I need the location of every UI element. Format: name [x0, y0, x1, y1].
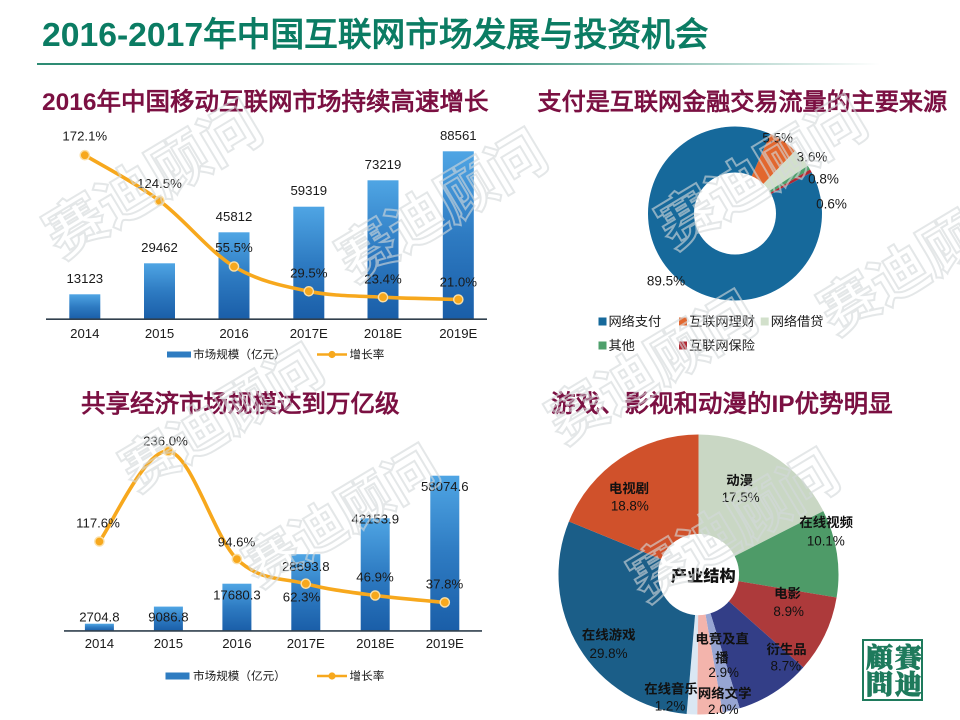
- svg-text:电视剧: 电视剧: [609, 481, 649, 496]
- svg-text:在线音乐: 在线音乐: [644, 682, 698, 697]
- svg-text:124.5%: 124.5%: [137, 176, 182, 191]
- svg-text:在线游戏: 在线游戏: [582, 627, 636, 642]
- svg-text:在线视频: 在线视频: [799, 515, 853, 530]
- svg-text:58074.6: 58074.6: [421, 479, 469, 494]
- svg-text:23.4%: 23.4%: [364, 272, 402, 287]
- svg-text:29.8%: 29.8%: [590, 646, 628, 661]
- svg-text:29462: 29462: [141, 240, 178, 255]
- svg-text:2016年中国移动互联网市场持续高速增长: 2016年中国移动互联网市场持续高速增长: [42, 87, 489, 116]
- svg-text:0.6%: 0.6%: [816, 197, 847, 212]
- svg-text:增长率: 增长率: [350, 670, 385, 683]
- svg-text:2.9%: 2.9%: [708, 665, 739, 680]
- svg-text:59319: 59319: [290, 183, 327, 198]
- svg-text:2016: 2016: [219, 326, 248, 341]
- svg-text:42153.9: 42153.9: [351, 511, 399, 526]
- svg-text:45812: 45812: [216, 209, 253, 224]
- svg-text:播: 播: [715, 650, 729, 665]
- svg-text:2014: 2014: [70, 326, 99, 341]
- svg-text:市场规模（亿元）: 市场规模（亿元）: [193, 349, 286, 362]
- svg-text:2015: 2015: [145, 326, 174, 341]
- svg-text:37.8%: 37.8%: [426, 576, 464, 591]
- svg-text:2019E: 2019E: [439, 326, 477, 341]
- svg-text:2016: 2016: [222, 636, 251, 651]
- svg-text:28693.8: 28693.8: [282, 559, 330, 574]
- svg-text:0.8%: 0.8%: [808, 172, 839, 187]
- svg-text:21.0%: 21.0%: [440, 274, 478, 289]
- svg-text:17680.3: 17680.3: [213, 587, 261, 602]
- svg-text:电影: 电影: [774, 586, 801, 601]
- svg-text:2018E: 2018E: [364, 326, 402, 341]
- svg-text:62.3%: 62.3%: [283, 589, 321, 604]
- svg-text:2704.8: 2704.8: [79, 609, 119, 624]
- svg-text:互联网理财: 互联网理财: [689, 314, 755, 329]
- svg-text:89.5%: 89.5%: [647, 274, 685, 289]
- svg-text:18.8%: 18.8%: [611, 499, 649, 514]
- svg-text:2.0%: 2.0%: [708, 702, 739, 717]
- svg-text:网络文学: 网络文学: [698, 686, 752, 701]
- svg-text:46.9%: 46.9%: [356, 569, 394, 584]
- svg-text:产业结构: 产业结构: [671, 568, 736, 586]
- svg-text:市场规模（亿元）: 市场规模（亿元）: [193, 670, 286, 683]
- svg-text:衍生品: 衍生品: [767, 642, 807, 657]
- svg-text:8.7%: 8.7%: [771, 659, 802, 674]
- svg-text:其他: 其他: [609, 338, 635, 353]
- svg-text:2019E: 2019E: [426, 636, 464, 651]
- svg-text:117.6%: 117.6%: [76, 515, 120, 530]
- svg-text:10.1%: 10.1%: [807, 534, 845, 549]
- svg-text:2018E: 2018E: [356, 636, 394, 651]
- svg-text:1.2%: 1.2%: [655, 699, 686, 714]
- svg-text:电竞及直: 电竞及直: [695, 632, 749, 647]
- svg-text:55.5%: 55.5%: [215, 240, 253, 255]
- svg-text:88561: 88561: [440, 128, 477, 143]
- svg-text:94.6%: 94.6%: [218, 534, 256, 549]
- svg-text:游戏、影视和动漫的IP优势明显: 游戏、影视和动漫的IP优势明显: [551, 389, 893, 418]
- svg-text:互联网保险: 互联网保险: [689, 338, 755, 353]
- svg-text:172.1%: 172.1%: [62, 129, 107, 144]
- svg-text:网络借贷: 网络借贷: [771, 314, 824, 329]
- svg-text:9086.8: 9086.8: [148, 609, 188, 624]
- svg-text:2017E: 2017E: [290, 326, 328, 341]
- svg-text:增长率: 增长率: [350, 349, 385, 362]
- svg-text:13123: 13123: [66, 271, 103, 286]
- svg-text:2016-2017年中国互联网市场发展与投资机会: 2016-2017年中国互联网市场发展与投资机会: [42, 16, 709, 54]
- svg-text:支付是互联网金融交易流量的主要来源: 支付是互联网金融交易流量的主要来源: [538, 88, 948, 116]
- svg-text:5.5%: 5.5%: [762, 131, 793, 146]
- svg-text:3.6%: 3.6%: [797, 150, 828, 165]
- svg-text:共享经济市场规模达到万亿级: 共享经济市场规模达到万亿级: [81, 389, 400, 418]
- svg-text:8.9%: 8.9%: [773, 604, 804, 619]
- svg-text:动漫: 动漫: [726, 473, 753, 488]
- svg-text:29.5%: 29.5%: [290, 266, 328, 281]
- svg-text:2015: 2015: [154, 636, 183, 651]
- svg-text:网络支付: 网络支付: [609, 314, 662, 329]
- svg-text:2014: 2014: [85, 636, 114, 651]
- svg-text:2017E: 2017E: [287, 636, 325, 651]
- svg-text:17.5%: 17.5%: [722, 490, 760, 505]
- svg-text:73219: 73219: [365, 157, 402, 172]
- svg-text:236.0%: 236.0%: [143, 433, 188, 448]
